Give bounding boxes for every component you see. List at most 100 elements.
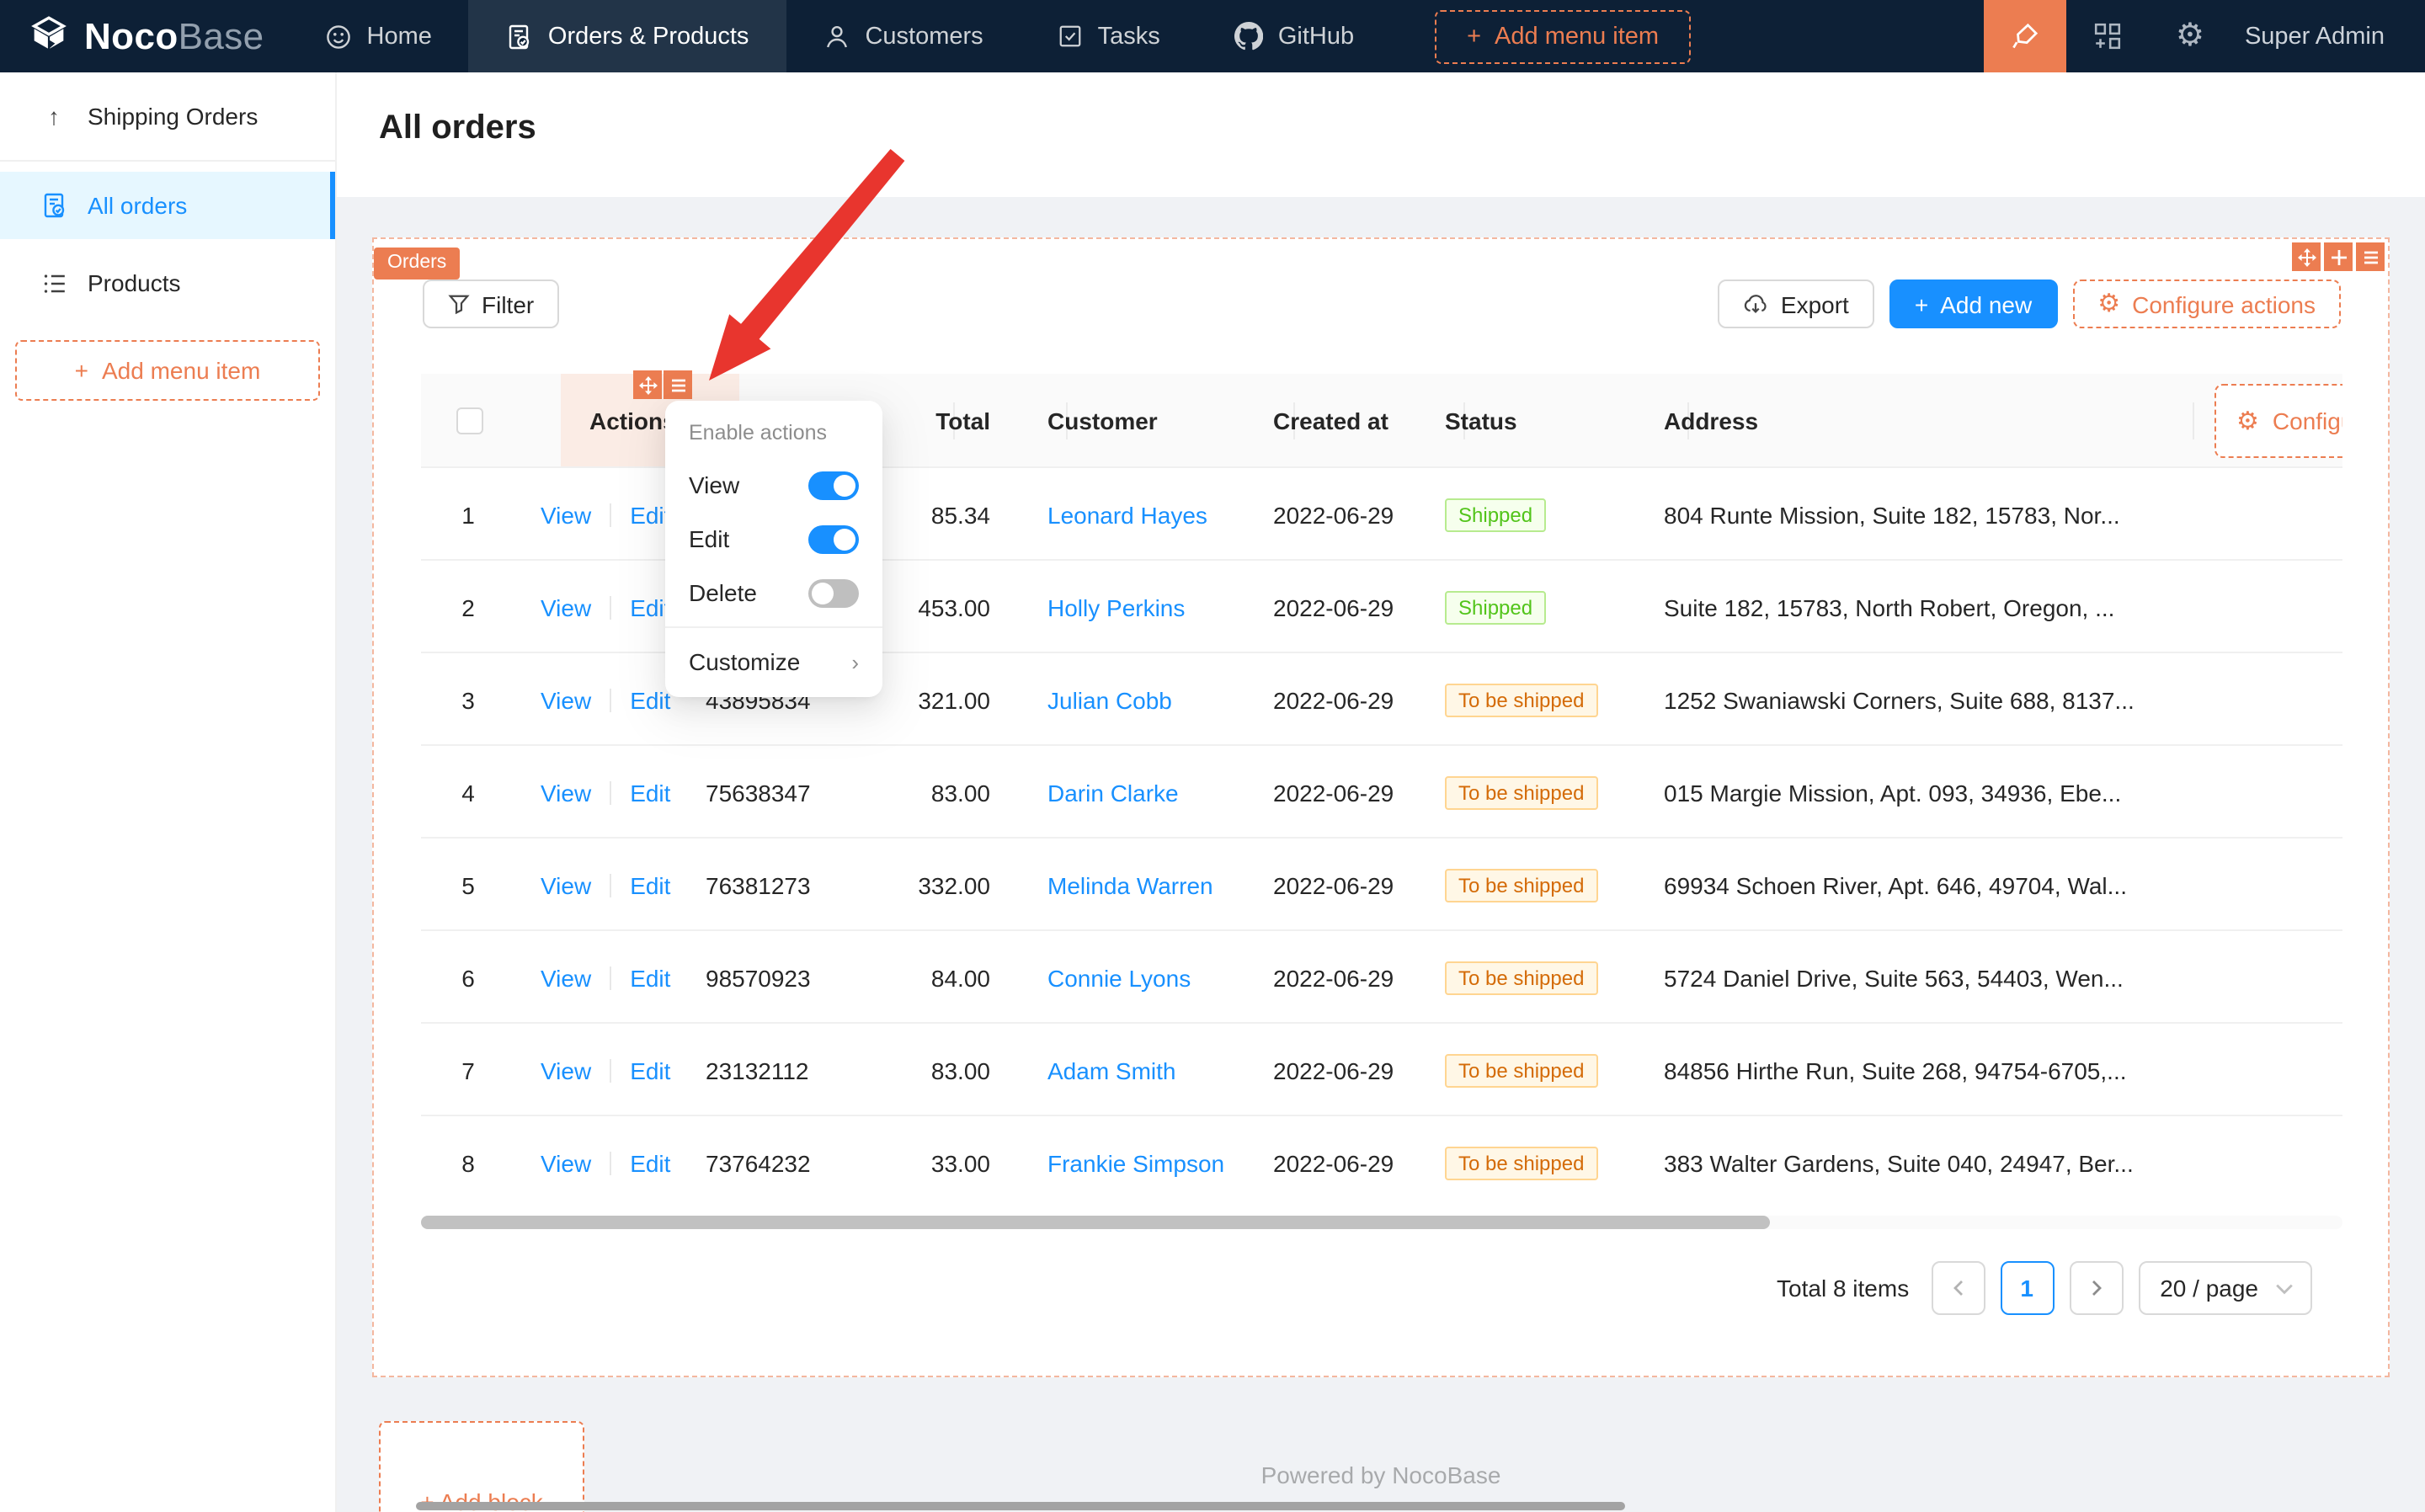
plus-icon: + (74, 357, 88, 384)
nocobase-logo-icon (31, 15, 67, 49)
nav-add-menu-item-button[interactable]: + Add menu item (1435, 9, 1692, 63)
sidebar-item-shipping-orders[interactable]: ↑ Shipping Orders (0, 83, 335, 150)
filter-button[interactable]: Filter (423, 280, 560, 328)
file-done-icon (509, 24, 530, 49)
select-all-checkbox[interactable] (456, 407, 483, 434)
sidebar-add-menu-item-button[interactable]: + Add menu item (15, 340, 320, 401)
action-separator (610, 873, 612, 897)
pagination-page-1[interactable]: 1 (2000, 1261, 2055, 1315)
delete-toggle[interactable] (808, 578, 859, 607)
nav-item-orders-products[interactable]: Orders & Products (468, 0, 786, 72)
configure-actions-button[interactable]: ⚙ Configure actions (2072, 280, 2341, 328)
page-scrollbar-thumb[interactable] (416, 1502, 1625, 1510)
sidebar-item-all-orders[interactable]: All orders (0, 172, 335, 239)
edit-toggle[interactable] (808, 524, 859, 553)
order-total: 83.00 (930, 1057, 990, 1083)
dropdown-item-label: View (689, 471, 740, 498)
edit-link[interactable]: Edit (630, 686, 671, 713)
block-collection-badge: Orders (374, 248, 461, 280)
edit-link[interactable]: Edit (630, 779, 671, 806)
sidebar-item-label: Shipping Orders (88, 103, 258, 130)
dropdown-item-delete[interactable]: Delete (665, 566, 882, 620)
dropdown-item-label: Delete (689, 579, 757, 606)
ui-editor-toggle-button[interactable] (1983, 0, 2066, 72)
customer-link[interactable]: Darin Clarke (1047, 779, 1179, 806)
column-header-created-at: Created at (1273, 407, 1388, 434)
customer-link[interactable]: Adam Smith (1047, 1057, 1176, 1083)
order-total: 84.00 (930, 964, 990, 991)
nav-item-tasks[interactable]: Tasks (1021, 0, 1197, 72)
customer-link[interactable]: Connie Lyons (1047, 964, 1191, 991)
table-row: 5 View Edit 76381273 332.00 Melinda Warre… (421, 839, 2342, 931)
view-link[interactable]: View (541, 686, 592, 713)
configure-columns-button[interactable]: ⚙ Configure (2214, 384, 2342, 458)
nocobase-logo[interactable]: NocoBase (0, 0, 288, 72)
action-separator (610, 503, 612, 526)
edit-link[interactable]: Edit (630, 594, 671, 620)
sidebar-divider (0, 160, 335, 162)
view-toggle[interactable] (808, 471, 859, 499)
user-menu[interactable]: Super Admin (2244, 23, 2385, 50)
nav-item-github[interactable]: GitHub (1197, 0, 1391, 72)
add-block-button[interactable]: + Add block (379, 1421, 584, 1512)
sidebar-item-products[interactable]: Products (0, 249, 335, 317)
header-separator (2193, 402, 2194, 439)
customer-link[interactable]: Leonard Hayes (1047, 501, 1207, 528)
edit-link[interactable]: Edit (630, 1149, 671, 1176)
customer-link[interactable]: Frankie Simpson (1047, 1149, 1225, 1176)
view-link[interactable]: View (541, 964, 592, 991)
header-separator (1293, 402, 1295, 439)
export-button[interactable]: Export (1718, 280, 1874, 328)
plugins-icon[interactable] (2066, 0, 2149, 72)
column-menu-icon[interactable] (664, 370, 692, 399)
drag-handle-icon[interactable] (2292, 242, 2321, 271)
nav-item-home[interactable]: Home (288, 0, 469, 72)
order-number: 76381273 (706, 871, 811, 898)
sidebar: ↑ Shipping Orders All orders (0, 72, 337, 1512)
column-header-address: Address (1664, 407, 1759, 434)
edit-link[interactable]: Edit (630, 1057, 671, 1083)
chevron-down-icon (2276, 1283, 2293, 1294)
page-size-select[interactable]: 20 / page (2138, 1261, 2312, 1315)
gear-icon: ⚙ (2097, 290, 2121, 318)
view-link[interactable]: View (541, 1149, 592, 1176)
nav-add-menu-item-label: Add menu item (1495, 23, 1660, 50)
dropdown-item-edit[interactable]: Edit (665, 512, 882, 566)
row-index: 6 (461, 964, 475, 991)
table-scrollbar-thumb[interactable] (421, 1216, 1770, 1229)
settings-gear-icon[interactable]: ⚙ (2175, 19, 2204, 54)
customer-link[interactable]: Melinda Warren (1047, 871, 1213, 898)
nav-right: ⚙ Super Admin (1983, 0, 2425, 72)
drag-handle-icon[interactable] (633, 370, 662, 399)
add-block-plus-icon[interactable] (2324, 242, 2353, 271)
created-at: 2022-06-29 (1273, 686, 1394, 713)
export-button-label: Export (1780, 290, 1849, 317)
order-total: 33.00 (930, 1149, 990, 1176)
block-designer-toolbar (2292, 242, 2385, 271)
view-link[interactable]: View (541, 594, 592, 620)
order-total: 453.00 (918, 594, 990, 620)
pagination-next-button[interactable] (2069, 1261, 2124, 1315)
customer-link[interactable]: Julian Cobb (1047, 686, 1172, 713)
dropdown-item-view[interactable]: View (665, 458, 882, 512)
dropdown-item-customize[interactable]: Customize › (665, 635, 882, 689)
edit-link[interactable]: Edit (630, 501, 671, 528)
edit-link[interactable]: Edit (630, 871, 671, 898)
block-menu-icon[interactable] (2356, 242, 2385, 271)
view-link[interactable]: View (541, 779, 592, 806)
edit-link[interactable]: Edit (630, 964, 671, 991)
view-link[interactable]: View (541, 1057, 592, 1083)
status-badge: To be shipped (1445, 961, 1598, 994)
nav-item-customers[interactable]: Customers (786, 0, 1020, 72)
chevron-left-icon (1953, 1280, 1963, 1296)
add-new-button[interactable]: + Add new (1889, 280, 2058, 328)
list-icon (40, 270, 67, 295)
created-at: 2022-06-29 (1273, 871, 1394, 898)
customer-link[interactable]: Holly Perkins (1047, 594, 1186, 620)
submenu-arrow-icon: › (851, 649, 859, 674)
view-link[interactable]: View (541, 871, 592, 898)
view-link[interactable]: View (541, 501, 592, 528)
pagination-prev-button[interactable] (1931, 1261, 1985, 1315)
row-index: 7 (461, 1057, 475, 1083)
address: 1252 Swaniawski Corners, Suite 688, 8137… (1664, 686, 2135, 713)
